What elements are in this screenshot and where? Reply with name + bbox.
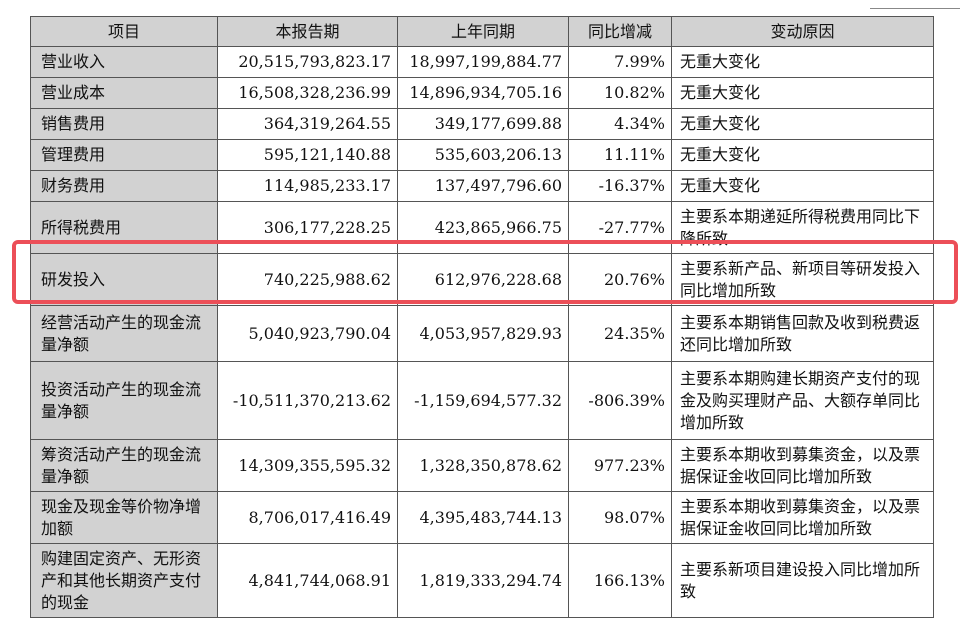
row-current: 306,177,228.25 (217, 201, 398, 254)
row-prior: 137,497,796.60 (397, 170, 569, 202)
row-prior: 612,976,228.68 (397, 253, 569, 306)
row-change: -27.77% (568, 201, 672, 254)
row-item: 筹资活动产生的现金流量净额 (30, 439, 218, 492)
table-row-highlighted: 研发投入 740,225,988.62 612,976,228.68 20.76… (30, 253, 934, 306)
row-item: 经营活动产生的现金流量净额 (30, 305, 218, 362)
row-current: 16,508,328,236.99 (217, 77, 398, 109)
row-change: 4.34% (568, 108, 672, 140)
row-prior: 4,053,957,829.93 (397, 305, 569, 362)
header-row: 项目 本报告期 上年同期 同比增减 变动原因 (30, 16, 934, 47)
financial-table: 项目 本报告期 上年同期 同比增减 变动原因 营业收入 20,515,793,8… (30, 16, 934, 618)
row-current: 14,309,355,595.32 (217, 439, 398, 492)
table-row: 营业收入 20,515,793,823.17 18,997,199,884.77… (30, 46, 934, 78)
row-item: 财务费用 (30, 170, 218, 202)
header-prior: 上年同期 (397, 16, 569, 47)
row-item: 所得税费用 (30, 201, 218, 254)
row-change: 20.76% (568, 253, 672, 306)
row-current: 8,706,017,416.49 (217, 491, 398, 544)
table-row: 财务费用 114,985,233.17 137,497,796.60 -16.3… (30, 170, 934, 202)
row-change: 166.13% (568, 543, 672, 618)
row-current: 114,985,233.17 (217, 170, 398, 202)
row-item: 营业成本 (30, 77, 218, 109)
table-row: 管理费用 595,121,140.88 535,603,206.13 11.11… (30, 139, 934, 171)
header-current: 本报告期 (217, 16, 398, 47)
table-row: 筹资活动产生的现金流量净额 14,309,355,595.32 1,328,35… (30, 439, 934, 492)
row-prior: 423,865,966.75 (397, 201, 569, 254)
row-reason: 主要系新产品、新项目等研发投入同比增加所致 (671, 253, 934, 306)
row-reason: 无重大变化 (671, 46, 934, 78)
row-reason: 无重大变化 (671, 77, 934, 109)
row-current: 740,225,988.62 (217, 253, 398, 306)
row-prior: 1,328,350,878.62 (397, 439, 569, 492)
row-current: 595,121,140.88 (217, 139, 398, 171)
table-row: 营业成本 16,508,328,236.99 14,896,934,705.16… (30, 77, 934, 109)
row-reason: 无重大变化 (671, 170, 934, 202)
row-item: 营业收入 (30, 46, 218, 78)
table-row: 所得税费用 306,177,228.25 423,865,966.75 -27.… (30, 201, 934, 254)
row-prior: -1,159,694,577.32 (397, 361, 569, 440)
table-row: 现金及现金等价物净增加额 8,706,017,416.49 4,395,483,… (30, 491, 934, 544)
row-change: 977.23% (568, 439, 672, 492)
row-change: 7.99% (568, 46, 672, 78)
row-change: -16.37% (568, 170, 672, 202)
page-corner-line (870, 0, 960, 9)
row-change: 98.07% (568, 491, 672, 544)
row-current: -10,511,370,213.62 (217, 361, 398, 440)
row-prior: 14,896,934,705.16 (397, 77, 569, 109)
row-item: 购建固定资产、无形资产和其他长期资产支付的现金 (30, 543, 218, 618)
row-item: 现金及现金等价物净增加额 (30, 491, 218, 544)
row-reason: 主要系本期收到募集资金，以及票据保证金收回同比增加所致 (671, 491, 934, 544)
row-change: 10.82% (568, 77, 672, 109)
row-current: 20,515,793,823.17 (217, 46, 398, 78)
row-reason: 主要系本期递延所得税费用同比下降所致 (671, 201, 934, 254)
row-item: 投资活动产生的现金流量净额 (30, 361, 218, 440)
header-item: 项目 (30, 16, 218, 47)
row-reason: 主要系本期收到募集资金，以及票据保证金收回同比增加所致 (671, 439, 934, 492)
row-prior: 349,177,699.88 (397, 108, 569, 140)
row-change: 24.35% (568, 305, 672, 362)
row-prior: 535,603,206.13 (397, 139, 569, 171)
row-reason: 无重大变化 (671, 139, 934, 171)
row-current: 364,319,264.55 (217, 108, 398, 140)
row-reason: 主要系新项目建设投入同比增加所致 (671, 543, 934, 618)
table-row: 销售费用 364,319,264.55 349,177,699.88 4.34%… (30, 108, 934, 140)
table-row: 经营活动产生的现金流量净额 5,040,923,790.04 4,053,957… (30, 305, 934, 362)
row-change: 11.11% (568, 139, 672, 171)
row-reason: 主要系本期销售回款及收到税费返还同比增加所致 (671, 305, 934, 362)
table-row: 购建固定资产、无形资产和其他长期资产支付的现金 4,841,744,068.91… (30, 543, 934, 618)
row-item: 管理费用 (30, 139, 218, 171)
row-reason: 无重大变化 (671, 108, 934, 140)
row-prior: 1,819,333,294.74 (397, 543, 569, 618)
row-current: 5,040,923,790.04 (217, 305, 398, 362)
row-reason: 主要系本期购建长期资产支付的现金及购买理财产品、大额存单同比增加所致 (671, 361, 934, 440)
row-prior: 18,997,199,884.77 (397, 46, 569, 78)
row-change: -806.39% (568, 361, 672, 440)
header-change: 同比增减 (568, 16, 672, 47)
row-prior: 4,395,483,744.13 (397, 491, 569, 544)
header-reason: 变动原因 (671, 16, 934, 47)
row-item: 研发投入 (30, 253, 218, 306)
row-current: 4,841,744,068.91 (217, 543, 398, 618)
table-row: 投资活动产生的现金流量净额 -10,511,370,213.62 -1,159,… (30, 361, 934, 440)
row-item: 销售费用 (30, 108, 218, 140)
